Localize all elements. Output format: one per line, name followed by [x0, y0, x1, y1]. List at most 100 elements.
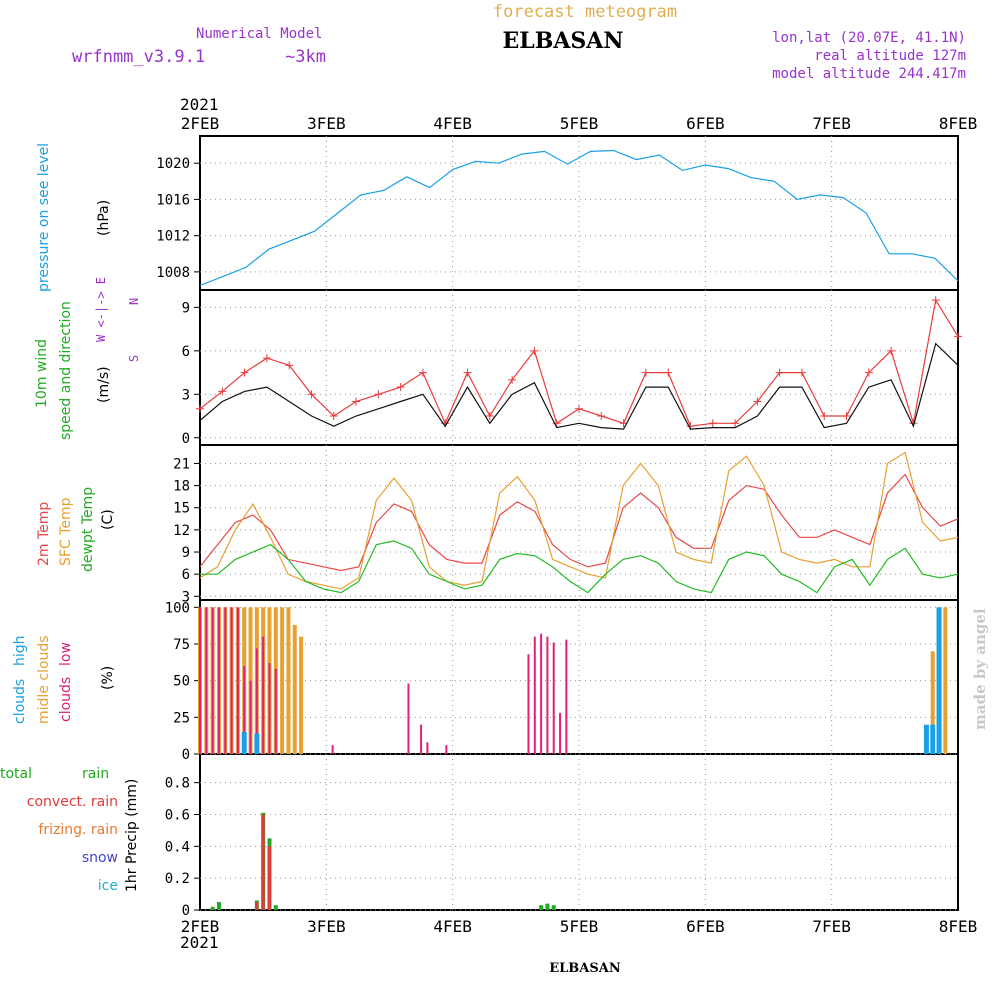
precip-label-total: total: [0, 766, 32, 782]
cloud-label-mid: midle clouds: [36, 635, 52, 724]
cloud-bar: [274, 668, 277, 754]
cloud-bar: [407, 683, 410, 754]
precip-bar: [545, 903, 550, 910]
wind-point-marker: [753, 397, 762, 406]
cloud-bar: [533, 636, 536, 754]
y-tick-label: 100: [165, 600, 190, 616]
wind-point-marker: [864, 368, 873, 377]
x-tick-label-top: 5FEB: [560, 114, 599, 133]
cloud-bar: [255, 648, 258, 754]
cloud-bar: [552, 642, 555, 754]
x-axis-year-top: 2021: [180, 95, 219, 114]
precip-bar: [216, 902, 221, 910]
cloud-bar: [527, 654, 530, 754]
x-tick-label-bottom: 2FEB: [181, 917, 220, 936]
precip-label-snow: snow: [82, 850, 118, 866]
temp-label-dewpt: dewpt Temp: [80, 487, 96, 572]
precip-label-rain: rain: [82, 766, 109, 782]
y-tick-label: 18: [173, 479, 190, 495]
x-tick-label-top: 7FEB: [812, 114, 851, 133]
wind-point-marker: [530, 346, 539, 355]
wind-label-2: speed and direction: [58, 301, 74, 440]
cloud-bar: [540, 633, 543, 754]
cloud-bar: [254, 733, 260, 754]
y-tick-label: 9: [182, 300, 190, 316]
wind-panel-frame: [199, 289, 959, 446]
y-tick-label: 6: [182, 344, 190, 360]
y-tick-label: 75: [173, 637, 190, 653]
cloud-bar: [249, 680, 252, 754]
wind-point-marker: [931, 296, 940, 305]
wind-series-line-1: [199, 342, 959, 430]
cloud-bar: [241, 732, 247, 754]
lonlat-label: lon,lat (20.07E, 41.1N): [772, 30, 966, 46]
y-tick-label: 25: [173, 710, 190, 726]
x-tick-label-top: 3FEB: [307, 114, 346, 133]
temperature-series-line-0: [199, 473, 959, 572]
cloud-bar: [565, 639, 568, 754]
cloud-bar: [280, 607, 285, 754]
precip-bar: [261, 814, 265, 910]
model-altitude-label: model altitude 244.417m: [772, 66, 966, 82]
pressure-label: pressure on see level: [36, 143, 52, 292]
wind-point-marker: [218, 387, 227, 396]
wind-unit: (m/s): [96, 366, 112, 403]
temp-label-2m: 2m Temp: [36, 502, 52, 566]
cloud-bar: [286, 607, 291, 754]
y-tick-label: 1020: [156, 156, 190, 172]
wind-point-marker: [262, 354, 271, 363]
cloud-bar: [559, 712, 562, 754]
precip-label-frizing: frizing. rain: [38, 822, 118, 838]
cloud-label-low: low: [58, 642, 74, 666]
y-tick-label: 15: [173, 501, 190, 517]
x-axis-year-bottom: 2021: [180, 933, 219, 952]
y-tick-label: 50: [173, 674, 190, 690]
cloud-bar: [224, 607, 227, 754]
y-tick-label: 1008: [156, 265, 190, 281]
x-tick-label-bottom: 6FEB: [686, 917, 725, 936]
temp-label-sfc: SFC Temp: [58, 497, 74, 566]
wind-point-marker: [597, 412, 606, 421]
model-label: Numerical Model: [196, 26, 322, 42]
wind-point-marker: [775, 368, 784, 377]
temp-unit: (C): [100, 509, 116, 530]
x-tick-label-bottom: 8FEB: [939, 917, 978, 936]
grid-lines: [194, 136, 958, 911]
location-title: ELBASAN: [503, 28, 624, 54]
wind-point-marker: [396, 383, 405, 392]
cloud-bar: [299, 636, 304, 754]
cloud-bar: [268, 663, 271, 754]
cloud-bar: [936, 607, 942, 754]
y-tick-label: 3: [182, 589, 190, 605]
wind-compass-we: W <-|-> E: [94, 277, 108, 342]
y-tick-label: 0.8: [165, 776, 190, 792]
y-tick-label: 0.4: [165, 839, 190, 855]
cloud-bar: [420, 724, 423, 754]
wind-compass-s: S: [127, 355, 141, 362]
cloud-bar: [445, 745, 448, 754]
temp-panel-frame: [199, 444, 959, 601]
cloud-label-low-2: clouds: [58, 677, 74, 722]
wind-point-marker: [508, 375, 517, 384]
cloud-bar: [236, 607, 239, 754]
cloud-unit: (%): [100, 666, 116, 690]
wind-point-marker: [575, 404, 583, 413]
x-tick-label-top: 8FEB: [939, 114, 978, 133]
x-tick-label-top: 6FEB: [686, 114, 725, 133]
cloud-bar: [230, 607, 233, 754]
y-tick-label: 6: [182, 567, 190, 583]
y-tick-label: 1016: [156, 192, 190, 208]
y-tick-labels: 1008 1012 1016 1020 0 3 6 9 3 6 9 12 15 18 21 0 25 50 75 10…: [156, 156, 190, 919]
precip-bar: [210, 906, 215, 910]
cloud-bar: [546, 636, 549, 754]
wind-point-marker: [887, 346, 896, 355]
y-tick-label: 0: [182, 903, 190, 919]
chart-marks: [196, 149, 962, 910]
cloud-bar: [943, 607, 948, 754]
y-tick-label: 0.6: [165, 807, 190, 823]
wind-point-marker: [731, 419, 740, 428]
x-tick-label-top: 2FEB: [181, 114, 220, 133]
cloud-label-high: high: [12, 635, 28, 666]
precip-bar: [255, 902, 259, 910]
y-tick-label: 0: [182, 747, 190, 763]
